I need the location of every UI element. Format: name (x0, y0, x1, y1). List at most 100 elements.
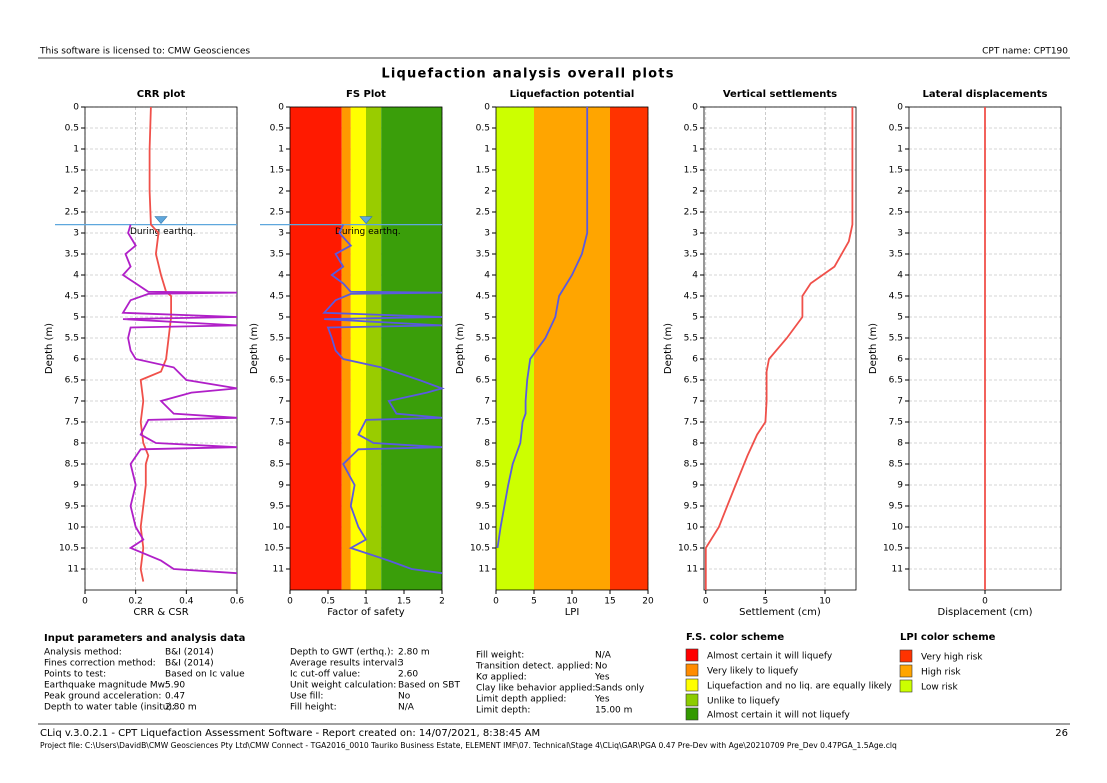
legend-label: Low risk (921, 683, 958, 693)
y-tick-label: 3.5 (65, 250, 79, 260)
parameter-label: Fines correction method: (44, 659, 156, 669)
y-tick-label: 11 (687, 565, 698, 575)
y-tick-label: 4 (484, 271, 490, 281)
plot-frame (495, 106, 649, 591)
parameter-value: Yes (594, 673, 610, 683)
annotation-text: During earthq. (335, 227, 401, 237)
x-tick-label: 0.2 (129, 597, 143, 607)
parameter-value: B&I (2014) (165, 659, 214, 669)
x-axis-label: LPI (565, 607, 580, 618)
y-axis-label: Depth (m) (44, 323, 55, 374)
y-tick-label: 1 (897, 145, 903, 155)
band (610, 107, 648, 590)
legend-swatch (685, 648, 699, 662)
y-tick-label: 2.5 (270, 208, 284, 218)
y-tick-label: 6 (897, 355, 903, 365)
y-tick-label: 1 (692, 145, 698, 155)
parameter-label: Peak ground acceleration: (44, 692, 161, 702)
x-tick-label: 0.6 (230, 597, 245, 607)
y-tick-label: 9.5 (684, 502, 698, 512)
y-tick-label: 6.5 (270, 376, 284, 386)
legend-swatch (685, 707, 699, 721)
parameter-value: 2.60 (398, 670, 418, 680)
y-tick-label: 11 (892, 565, 903, 575)
parameter-label: Ic cut-off value: (290, 670, 360, 680)
x-tick-label: 2 (439, 597, 445, 607)
series-line (121, 224, 238, 575)
x-tick-label: 10 (566, 597, 578, 607)
parameter-value: N/A (595, 651, 612, 661)
chart-title: Vertical settlements (723, 89, 837, 100)
y-tick-label: 6 (73, 355, 79, 365)
x-tick-label: 0 (493, 597, 499, 607)
y-tick-label: 0.5 (476, 124, 490, 134)
x-tick-label: 0.5 (321, 597, 335, 607)
y-tick-label: 1.5 (889, 166, 903, 176)
y-tick-label: 10 (687, 523, 699, 533)
x-tick-label: 1.5 (397, 597, 411, 607)
y-tick-label: 6.5 (476, 376, 490, 386)
y-tick-label: 11 (273, 565, 284, 575)
x-tick-label: 5 (531, 597, 537, 607)
y-tick-label: 1.5 (65, 166, 79, 176)
y-tick-label: 4.5 (476, 292, 490, 302)
parameter-value: Yes (594, 695, 610, 705)
y-tick-label: 4 (278, 271, 284, 281)
y-tick-label: 9 (73, 481, 79, 491)
y-tick-label: 2 (692, 187, 698, 197)
fs-scheme-title: F.S. color scheme (686, 632, 784, 643)
water-marker (359, 216, 373, 225)
x-tick-label: 0.4 (179, 597, 194, 607)
y-tick-label: 2.5 (889, 208, 903, 218)
y-tick-label: 1 (278, 145, 284, 155)
y-tick-label: 2 (484, 187, 490, 197)
legend-label: Very likely to liquefy (707, 667, 799, 677)
y-tick-label: 5 (897, 313, 903, 323)
legend-label: Very high risk (921, 653, 983, 663)
y-tick-label: 9 (278, 481, 284, 491)
parameter-value: N/A (398, 703, 415, 713)
y-tick-label: 3.5 (684, 250, 698, 260)
parameter-label: Kσ applied: (476, 673, 527, 683)
parameter-value: 5.90 (165, 681, 185, 691)
band (341, 107, 351, 590)
parameter-value: 0.47 (165, 692, 185, 702)
y-tick-label: 4 (73, 271, 79, 281)
y-tick-label: 2.5 (476, 208, 490, 218)
parameter-label: Unit weight calculation: (290, 681, 396, 691)
y-tick-label: 2 (73, 187, 79, 197)
y-tick-label: 7.5 (889, 418, 903, 428)
parameter-label: Clay like behavior applied: (476, 684, 595, 694)
y-tick-label: 2.5 (684, 208, 698, 218)
y-tick-label: 7 (692, 397, 698, 407)
x-axis-label: Factor of safety (327, 607, 405, 618)
y-tick-label: 0 (897, 103, 903, 113)
y-tick-label: 7 (73, 397, 79, 407)
plot-frame (703, 106, 857, 591)
legend-swatch (685, 693, 699, 707)
y-tick-label: 7.5 (270, 418, 284, 428)
y-tick-label: 7.5 (684, 418, 698, 428)
footer-software: CLiq v.3.0.2.1 - CPT Liquefaction Assess… (40, 728, 540, 739)
y-tick-label: 10.5 (264, 544, 284, 554)
y-tick-label: 0 (73, 103, 79, 113)
legend-swatch (685, 678, 699, 692)
y-tick-label: 5 (692, 313, 698, 323)
y-tick-label: 4.5 (270, 292, 284, 302)
y-tick-label: 0.5 (684, 124, 698, 134)
y-tick-label: 6.5 (65, 376, 79, 386)
lpi-scheme-title: LPI color scheme (900, 632, 996, 643)
y-tick-label: 6.5 (684, 376, 698, 386)
y-tick-label: 9 (692, 481, 698, 491)
y-tick-label: 6 (278, 355, 284, 365)
report-title: Liquefaction analysis overall plots (381, 67, 674, 82)
band (496, 107, 534, 590)
x-axis-label: Settlement (cm) (739, 607, 821, 618)
chart-title: FS Plot (346, 89, 386, 100)
y-tick-label: 9.5 (270, 502, 284, 512)
legend-label: Almost certain it will not liquefy (707, 711, 850, 721)
parameter-label: Depth to GWT (erthq.): (290, 648, 394, 658)
chart-title: Liquefaction potential (510, 89, 635, 100)
